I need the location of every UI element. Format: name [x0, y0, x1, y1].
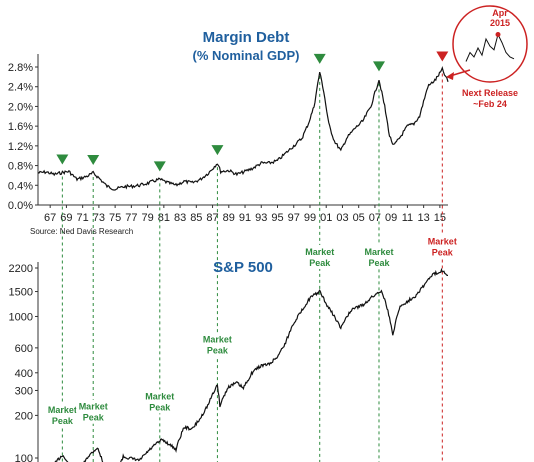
- inset-label-month: Apr: [492, 8, 508, 18]
- margin-debt-y-tick-label: 0.8%: [8, 161, 33, 173]
- peak-label-line1: Market: [428, 236, 457, 246]
- margin-debt-subtitle: (% Nominal GDP): [193, 48, 300, 63]
- inset-pointer-arrow: [446, 72, 454, 80]
- margin-debt-y-tick-label: 0.0%: [8, 200, 33, 212]
- peak-label-bg: [361, 245, 396, 269]
- peak-label-line2: Peak: [309, 258, 331, 268]
- peak-label-bg: [45, 403, 80, 428]
- margin-debt-y-tick-label: 0.4%: [8, 180, 33, 192]
- margin-debt-x-tick-label: 11: [402, 212, 413, 224]
- inset-circle: [452, 5, 528, 83]
- margin-debt-x-tick-label: 09: [385, 212, 397, 224]
- sp500-y-tick-label: 100: [15, 453, 33, 462]
- margin-debt-y-tick-label: 1.2%: [8, 141, 33, 153]
- peak-label-line1: Market: [48, 405, 77, 415]
- peak-label-line1: Market: [145, 391, 174, 401]
- margin-debt-y-tick-label: 2.4%: [8, 82, 33, 94]
- peak-marker-icon: [436, 51, 449, 62]
- sp500-y-tick-label: 2200: [9, 263, 33, 275]
- margin-debt-y-tick-label: 2.8%: [8, 62, 33, 74]
- peak-label-line2: Peak: [432, 247, 454, 257]
- margin-debt-x-tick-label: 15: [434, 212, 446, 224]
- margin-debt-x-tick-label: 77: [125, 212, 137, 224]
- sp500-y-tick-label: 200: [15, 410, 33, 422]
- sp500-y-tick-label: 1000: [9, 311, 33, 323]
- margin-debt-x-tick-label: 85: [190, 212, 202, 224]
- peak-label-bg: [76, 399, 111, 424]
- peak-label-line2: Peak: [52, 416, 74, 426]
- peak-marker-icon: [56, 154, 69, 165]
- margin-debt-series-line: [37, 66, 449, 191]
- peak-marker-icon: [87, 154, 100, 165]
- margin-debt-x-tick-label: 87: [206, 212, 218, 224]
- margin-debt-x-tick-label: 75: [109, 212, 121, 224]
- margin-debt-x-ticks: 67 69 71 73 75 77 79 81 83 85 87 89 91 93 95 97 99 01 03 05…: [44, 205, 446, 224]
- margin-debt-x-tick-label: 93: [255, 212, 267, 224]
- sp500-title: S&P 500: [213, 259, 273, 276]
- margin-debt-x-tick-label: 67: [44, 212, 56, 224]
- peak-label-line1: Market: [305, 247, 334, 257]
- peak-label-line1: Market: [79, 402, 108, 412]
- margin-debt-title: Margin Debt: [203, 29, 290, 46]
- inset-series-line: [465, 33, 515, 62]
- peak-label-line2: Peak: [83, 413, 105, 423]
- peak-marker-icon: [313, 53, 326, 64]
- latest-peak-inset: Apr 2015 Next Release ~Feb 24: [446, 5, 528, 109]
- market-peak-labels: MarketPeakMarketPeakMarketPeakMarketPeak…: [45, 234, 460, 428]
- margin-debt-x-tick-label: 99: [304, 212, 316, 224]
- peak-label-bg: [425, 234, 460, 259]
- margin-debt-x-tick-label: 73: [93, 212, 105, 224]
- inset-note-line1: Next Release: [462, 88, 518, 98]
- margin-debt-x-tick-label: 03: [336, 212, 348, 224]
- peak-label-line1: Market: [203, 335, 232, 345]
- peak-label-bg: [142, 389, 177, 414]
- peak-marker-icon: [211, 145, 224, 156]
- margin-debt-x-tick-label: 69: [60, 212, 72, 224]
- inset-label-year: 2015: [490, 18, 510, 28]
- margin-debt-peak-markers: [56, 51, 449, 172]
- peak-label-line1: Market: [364, 247, 393, 257]
- peak-label-bg: [200, 332, 235, 357]
- sp500-y-ticks: 100 200 300 400 600 1000 1500 2200: [9, 263, 38, 462]
- margin-debt-x-tick-label: 83: [174, 212, 186, 224]
- sp500-series-line: [54, 267, 448, 462]
- peak-label-line2: Peak: [368, 258, 390, 268]
- peak-marker-icon: [372, 61, 385, 72]
- margin-debt-x-tick-label: 91: [239, 212, 251, 224]
- inset-peak-dot: [495, 32, 501, 37]
- margin-debt-x-tick-label: 79: [141, 212, 153, 224]
- margin-debt-x-tick-label: 07: [369, 212, 381, 224]
- sp500-y-tick-label: 300: [15, 385, 33, 397]
- peak-label-bg: [302, 245, 337, 269]
- margin-debt-x-tick-label: 13: [418, 212, 430, 224]
- margin-debt-y-tick-label: 1.6%: [8, 121, 33, 133]
- margin-debt-y-ticks: 0.0% 0.4% 0.8% 1.2% 1.6% 2.0% 2.4% 2.8%: [8, 62, 38, 212]
- margin-debt-x-tick-label: 89: [223, 212, 235, 224]
- sp500-y-tick-label: 1500: [9, 287, 33, 299]
- sp500-y-tick-label: 600: [15, 343, 33, 355]
- inset-note-line2: ~Feb 24: [473, 99, 507, 109]
- margin-debt-x-tick-label: 95: [271, 212, 283, 224]
- sp500-y-tick-label: 400: [15, 368, 33, 380]
- margin-debt-x-tick-label: 05: [353, 212, 365, 224]
- margin-debt-x-tick-label: 71: [77, 212, 89, 224]
- margin-debt-x-tick-label: 97: [288, 212, 300, 224]
- margin-debt-x-tick-label: 81: [158, 212, 170, 224]
- margin-debt-x-tick-label: 01: [320, 212, 332, 224]
- source-note: Source: Ned Davis Research: [30, 227, 133, 236]
- peak-label-line2: Peak: [149, 402, 171, 412]
- margin-debt-y-tick-label: 2.0%: [8, 101, 33, 113]
- peak-label-line2: Peak: [207, 346, 229, 356]
- peak-marker-icon: [153, 161, 166, 172]
